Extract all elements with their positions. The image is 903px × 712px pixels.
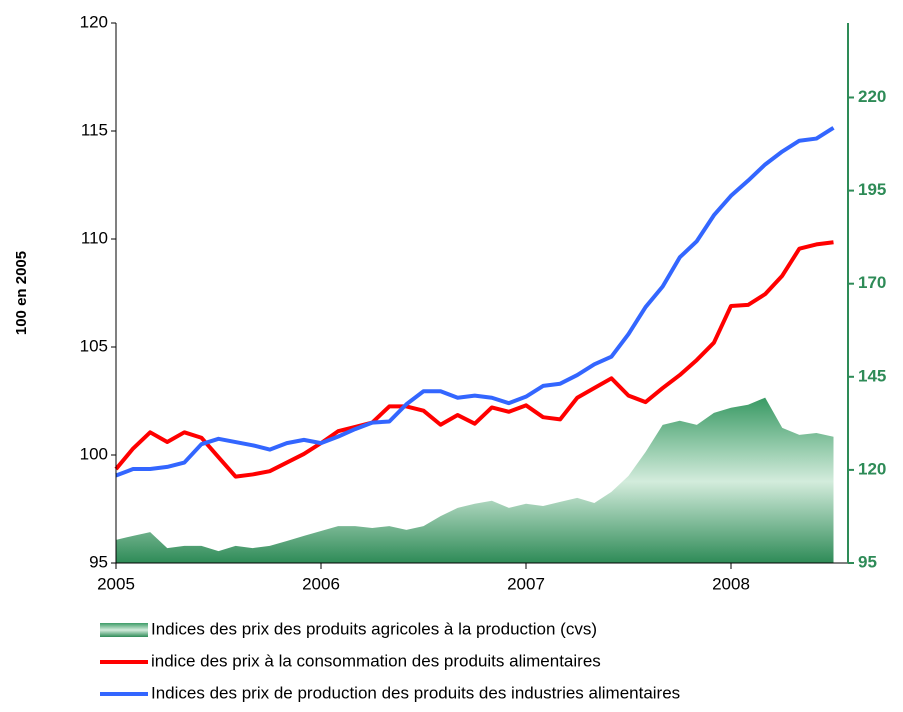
area [116, 397, 834, 563]
y-tick-label: 115 [81, 120, 108, 139]
line [115, 126, 835, 478]
y2-tick-label: 220 [858, 87, 886, 106]
x-tick-label: 2007 [507, 574, 545, 593]
y2-tick-label: 145 [858, 366, 886, 385]
y2-tick-label: 170 [858, 273, 886, 292]
legend-label: Indices des prix de production des produ… [151, 683, 680, 702]
y-tick-label: 120 [80, 12, 108, 31]
legend-label: Indices des prix des produits agricoles … [151, 619, 597, 638]
y-tick-label: 110 [81, 228, 108, 247]
x-tick-label: 2006 [302, 574, 340, 593]
x-tick-label: 2005 [97, 574, 135, 593]
y-tick-label: 95 [89, 552, 108, 571]
y-tick-label: 100 [80, 444, 108, 463]
legend-swatch [100, 623, 148, 637]
y-tick-label: 105 [80, 336, 108, 355]
y2-tick-label: 195 [858, 180, 886, 199]
y2-tick-label: 120 [858, 459, 886, 478]
x-tick-label: 2008 [712, 574, 750, 593]
legend-label: indice des prix à la consommation des pr… [151, 651, 601, 670]
y-axis-label: 100 en 2005 [13, 251, 30, 335]
y2-tick-label: 95 [858, 552, 877, 571]
line [114, 240, 834, 479]
